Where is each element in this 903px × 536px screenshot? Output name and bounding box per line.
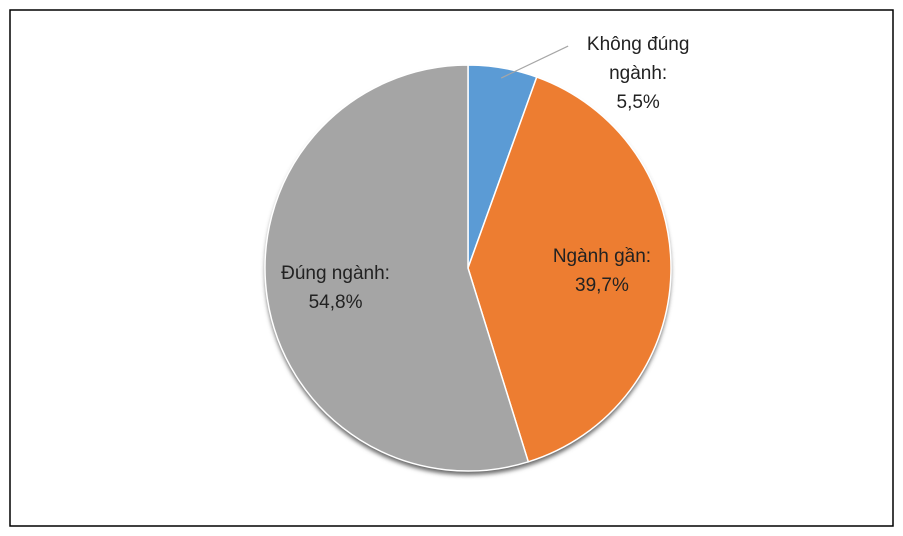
value-label: 54,8% [308,292,363,314]
category-label: Đúng ngành: [281,263,390,285]
value-label: 5,5% [616,91,660,113]
data-label: Không đúng ngành: 5,5% [563,30,713,117]
pie-slice [467,76,672,463]
pie-slice [264,64,530,472]
category-label: Ngành gần: [552,245,652,267]
category-label: Không đúng ngành: [586,33,690,84]
data-label: Ngành gần: 39,7% [527,242,677,300]
data-label: Đúng ngành: 54,8% [261,259,411,317]
leader-line [500,45,569,79]
value-label: 39,7% [575,274,629,296]
